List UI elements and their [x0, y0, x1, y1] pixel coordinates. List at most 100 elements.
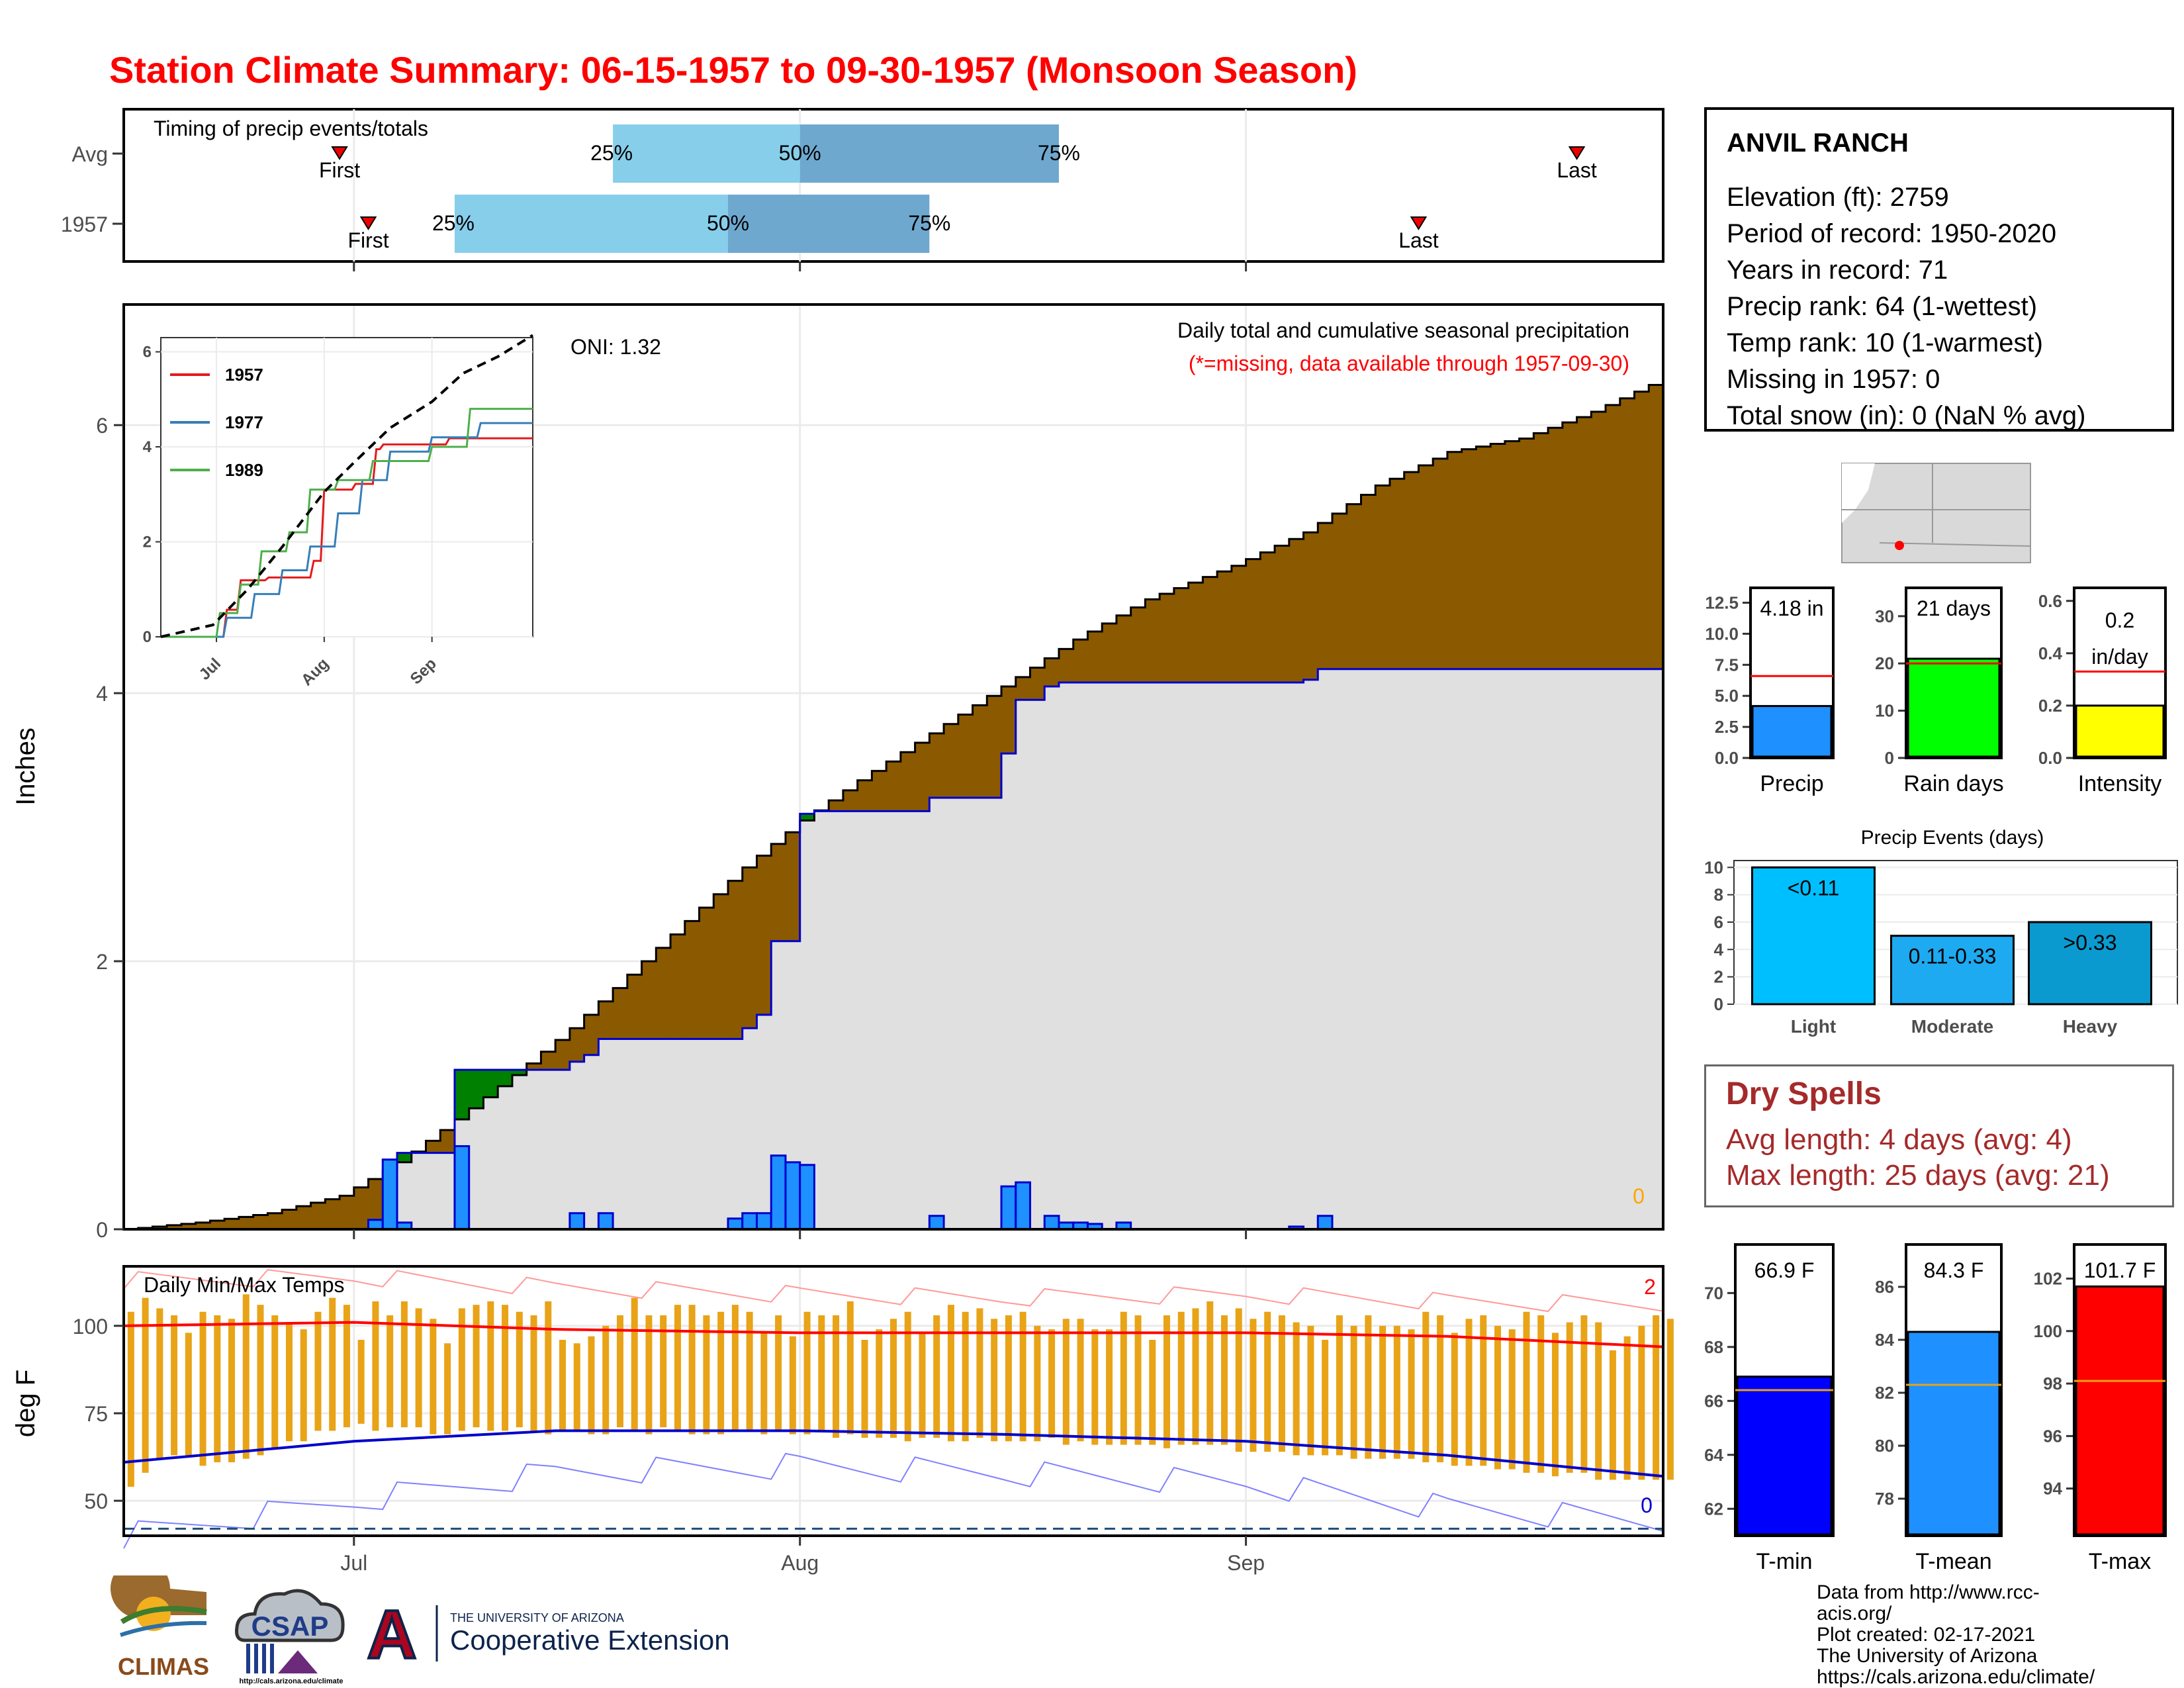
daily-temp-bar [1537, 1315, 1545, 1473]
inset-line-1977 [161, 422, 533, 638]
locator-map-ocean [1842, 463, 1875, 523]
daily-temp-bar [473, 1305, 480, 1428]
credits-block: Data from http://www.rcc-acis.org/ Plot … [1817, 1582, 2095, 1688]
inset-y-tick-label: 4 [143, 438, 152, 456]
summary-y-tick-label: 80 [1875, 1436, 1894, 1456]
temp-record-low-line [123, 1452, 1664, 1549]
cumulative-deficit-band [426, 1141, 441, 1153]
summary-panel-title: T-min [1756, 1549, 1813, 1574]
cumulative-deficit-band [1461, 449, 1477, 669]
climas-logo: CLIMAS [107, 1575, 220, 1688]
dry-spells-max: Max length: 25 days (avg: 21) [1726, 1159, 2110, 1192]
daily-temp-bar [1666, 1319, 1674, 1480]
events-category-label: Heavy [2063, 1016, 2118, 1037]
daily-temp-bar [430, 1319, 437, 1434]
credit-line: Plot created: 02-17-2021 [1817, 1624, 2036, 1646]
summary-y-tick-label: 20 [1875, 653, 1894, 673]
daily-temp-bar [1062, 1319, 1069, 1445]
timing-last-label: Last [1557, 158, 1597, 182]
daily-temp-bar [1250, 1319, 1257, 1452]
month-label: Sep [1227, 1551, 1265, 1575]
summary-y-tick-label: 78 [1875, 1489, 1894, 1509]
daily-temp-bar [616, 1315, 623, 1428]
cumulative-deficit-band [569, 1028, 585, 1062]
cumulative-deficit-band [1576, 417, 1592, 669]
daily-temp-bar [502, 1305, 509, 1431]
cumulative-deficit-band [555, 1040, 570, 1070]
cumulative-deficit-band [1160, 593, 1175, 682]
summary-value-bar [1736, 1376, 1833, 1536]
timing-bar-50-75 [799, 124, 1059, 183]
cumulative-deficit-band [613, 988, 628, 1039]
daily-temp-bar [487, 1301, 494, 1431]
station-elevation: Elevation (ft): 2759 [1727, 183, 1949, 212]
daily-temp-bar [1322, 1340, 1329, 1456]
daily-temp-bar [372, 1301, 379, 1431]
summary-value-bar [1907, 1331, 2001, 1536]
daily-temp-bar [818, 1315, 825, 1431]
timing-row-label: 1957 [61, 212, 108, 236]
summary-y-tick-label: 5.0 [1715, 686, 1739, 706]
daily-temp-bar [1350, 1325, 1357, 1459]
daily-temp-bar [1595, 1322, 1602, 1480]
daily-temp-bar [933, 1315, 940, 1438]
daily-temp-bar [400, 1301, 408, 1428]
timing-pct75-label: 75% [908, 211, 950, 235]
daily-temp-bar [876, 1329, 883, 1438]
daily-temp-bar [214, 1315, 221, 1462]
daily-temp-bar [458, 1308, 465, 1431]
cumulative-deficit-band [886, 761, 901, 812]
daily-temp-bar [329, 1297, 336, 1431]
summary-value-label: 21 days [1917, 596, 1991, 620]
timing-first-label: First [319, 158, 360, 182]
cumulative-deficit-band [1418, 465, 1433, 669]
cumulative-deficit-band [1116, 615, 1132, 682]
cumulative-deficit-band [310, 1202, 326, 1229]
inset-y-tick-label: 6 [143, 344, 152, 361]
daily-temp-bar [833, 1315, 840, 1438]
cumulative-deficit-band [167, 1225, 182, 1229]
daily-temp-bar [861, 1340, 868, 1438]
daily-temp-bar [1134, 1315, 1142, 1445]
timing-bar-50-75 [728, 195, 930, 253]
summary-y-tick-label: 0.4 [2038, 643, 2063, 663]
summary-value-label: 0.2 [2105, 608, 2134, 632]
temp-y-tick-label: 75 [84, 1402, 108, 1426]
cumulative-deficit-band [656, 947, 671, 1039]
daily-temp-bar [688, 1305, 696, 1434]
timing-pct50-label: 50% [707, 211, 749, 235]
cumulative-deficit-band [771, 843, 786, 941]
summary-panel-title: Rain days [1903, 771, 2003, 796]
summary-y-tick-label: 102 [2034, 1269, 2062, 1289]
cumulative-deficit-band [641, 961, 657, 1039]
summary-y-tick-label: 10.0 [1705, 624, 1739, 643]
cumulative-deficit-band [340, 1196, 355, 1229]
cumulative-deficit-band [1203, 577, 1218, 682]
cumulative-surplus-band [498, 1070, 513, 1086]
csap-logo: CSAP http://cals.arizona.edu/climate [235, 1589, 345, 1685]
cumulative-deficit-band [1519, 438, 1534, 669]
cumulative-deficit-band [699, 908, 714, 1039]
daily-temp-bar [1638, 1325, 1645, 1480]
cumulative-deficit-band [1231, 565, 1247, 682]
temp-above-count: 2 [1644, 1275, 1656, 1299]
cumulative-surplus-band [512, 1070, 527, 1076]
daily-temp-bar [1206, 1301, 1214, 1445]
daily-temp-bar [1235, 1308, 1242, 1452]
daily-temp-bar [1192, 1308, 1199, 1445]
cumulative-deficit-band [872, 771, 887, 812]
station-snow: Total snow (in): 0 (NaN % avg) [1727, 401, 2086, 430]
cumulative-year-area [124, 669, 1663, 1229]
daily-temp-bar [1393, 1325, 1400, 1459]
daily-temp-bar [1365, 1315, 1372, 1459]
ua-small-text: THE UNIVERSITY OF ARIZONA [450, 1611, 624, 1624]
cumulative-deficit-band [829, 800, 844, 812]
cumulative-deficit-band [900, 752, 916, 812]
cumulative-deficit-band [1188, 583, 1203, 682]
events-y-tick-label: 8 [1714, 885, 1723, 905]
ua-logo-letter: A [367, 1597, 416, 1668]
daily-temp-bar [271, 1315, 279, 1448]
cumulative-deficit-band [1260, 552, 1275, 682]
daily-temp-bar [1408, 1329, 1415, 1459]
daily-temp-bar [1508, 1329, 1516, 1470]
